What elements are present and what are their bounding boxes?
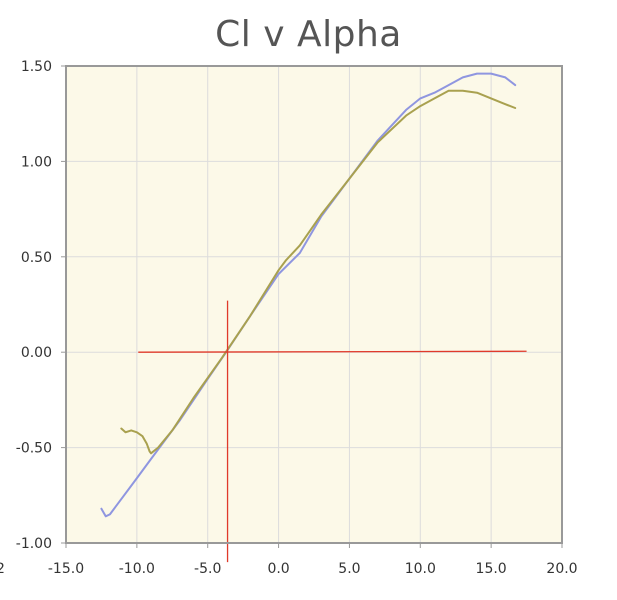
y-tick-label: 0.00 <box>21 345 52 361</box>
series-line-2 <box>120 89 517 455</box>
y-tick-label: -0.50 <box>16 441 52 457</box>
x-tick-label: 20.0 <box>546 561 577 577</box>
y-tick-label: 0.50 <box>21 250 52 266</box>
reference-lines-layer <box>138 300 527 563</box>
reference-line-1 <box>138 350 527 353</box>
y-tick-label: 1.50 <box>21 59 52 75</box>
x-tick-label: 0.0 <box>267 561 289 577</box>
y-tick-label: 1.00 <box>21 154 52 170</box>
x-tick-label: 5.0 <box>338 561 360 577</box>
edge-tick-fragment: 2 <box>0 561 5 577</box>
y-tick-label: -1.00 <box>16 536 52 552</box>
x-tick-label: -10.0 <box>119 561 155 577</box>
x-axis-ticks: -15.0 -10.0 -5.0 0.0 5.0 10.0 15.0 20.0 <box>48 543 578 577</box>
x-tick-label: -15.0 <box>48 561 84 577</box>
x-tick-label: 10.0 <box>405 561 436 577</box>
x-tick-label: -5.0 <box>194 561 221 577</box>
series-layer <box>100 72 517 518</box>
y-axis-ticks: -1.00 -0.50 0.00 0.50 1.00 1.50 <box>16 59 66 552</box>
chart-title: Cl v Alpha <box>215 14 402 55</box>
x-tick-label: 15.0 <box>476 561 507 577</box>
series-line-1 <box>100 72 517 518</box>
plot-background <box>66 66 562 543</box>
plot-border <box>65 65 563 544</box>
